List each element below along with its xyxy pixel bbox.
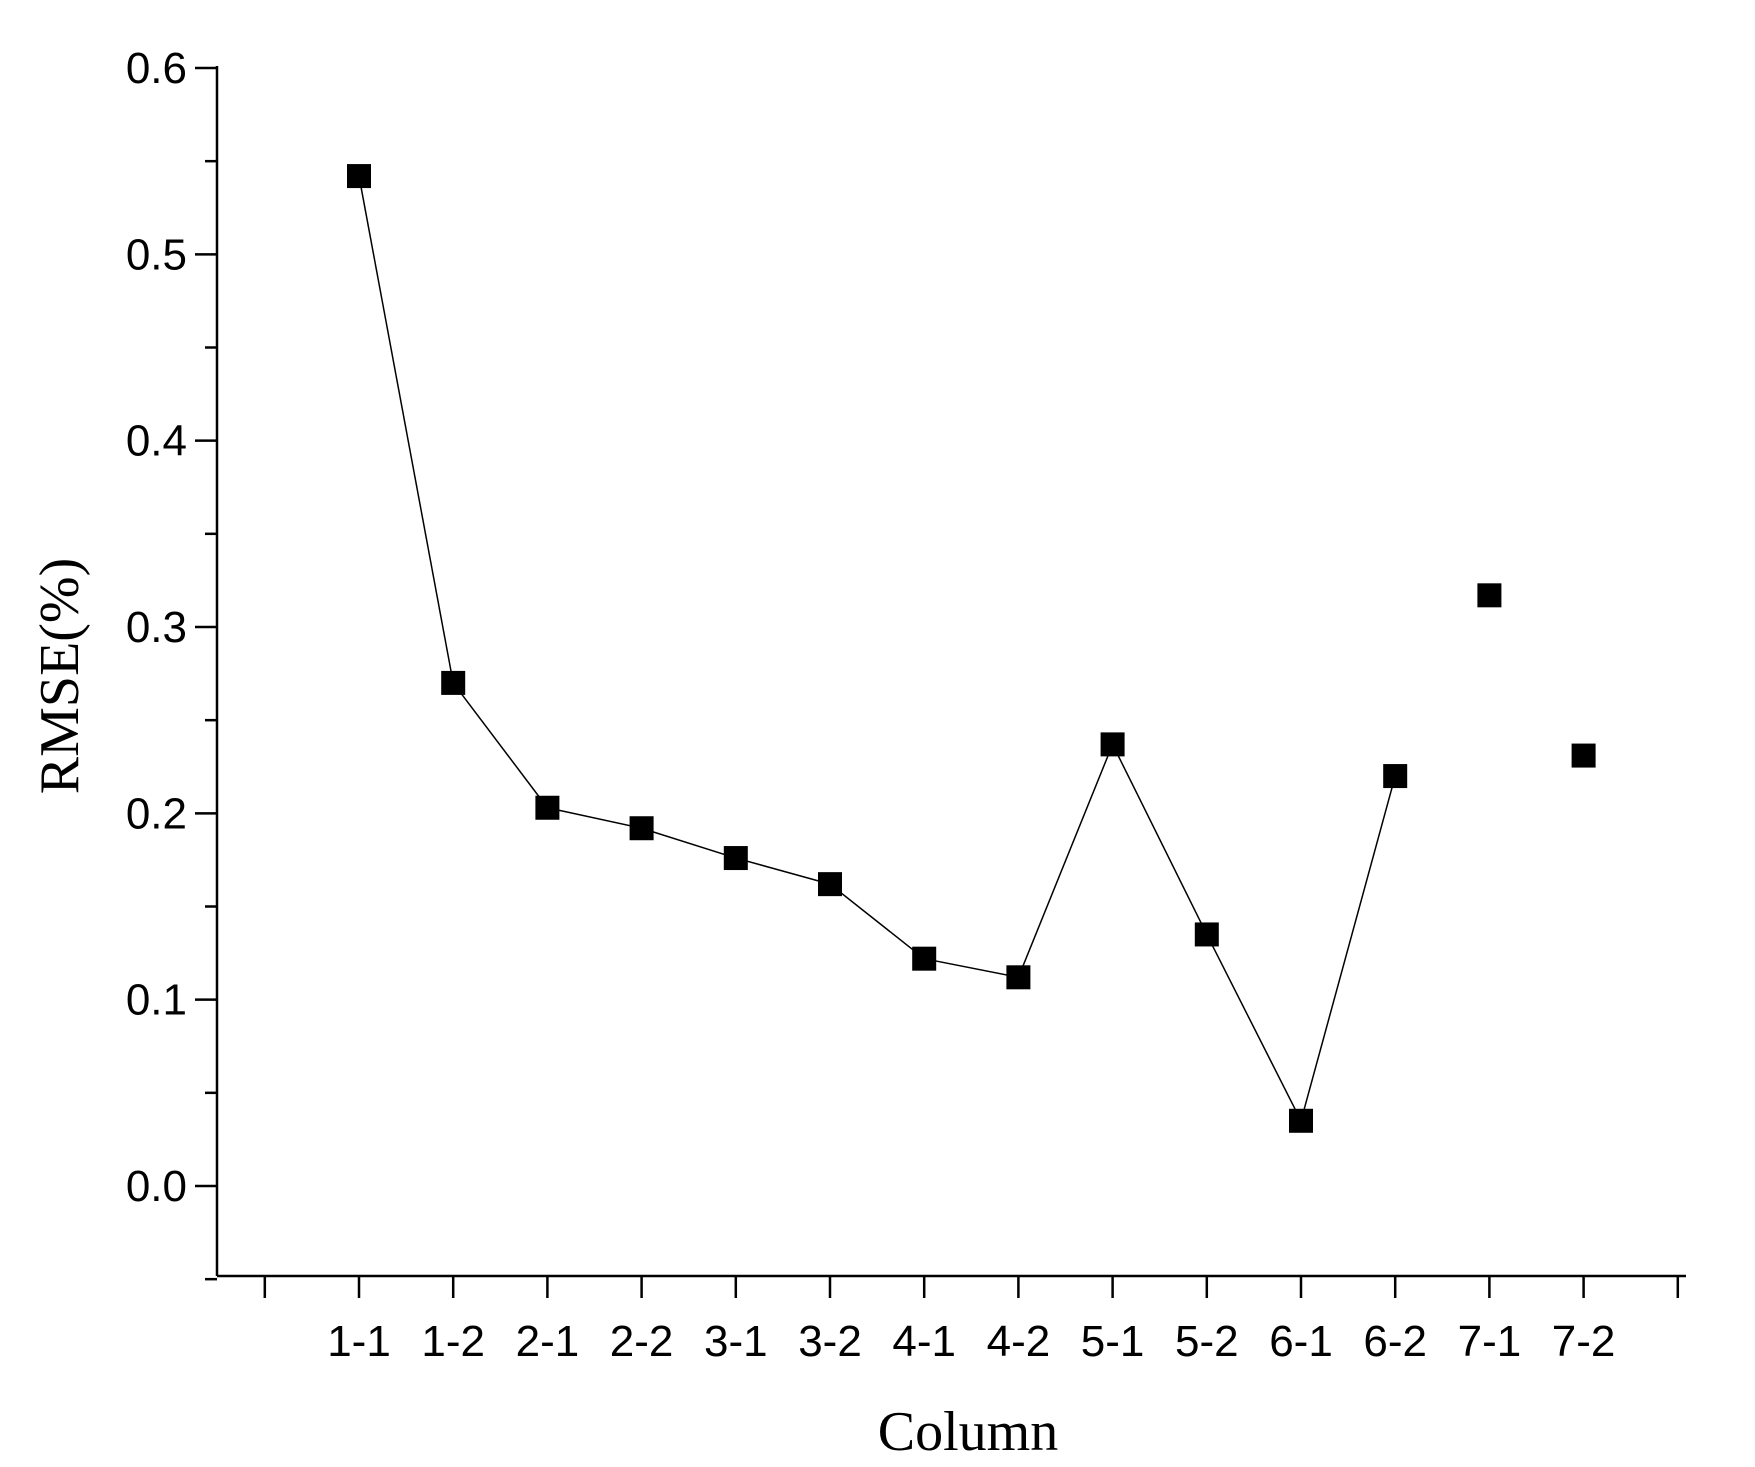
y-tick-label: 0.5 (126, 230, 187, 279)
series-segment (358, 175, 454, 684)
x-tick-label: 1-1 (327, 1317, 391, 1366)
series-segment (735, 857, 831, 885)
x-tick-label: 5-2 (1175, 1317, 1239, 1366)
x-tick-label: 5-1 (1081, 1317, 1145, 1366)
x-tick-label: 2-1 (516, 1317, 580, 1366)
data-point-5-1 (1100, 732, 1125, 757)
series-segment (452, 682, 548, 809)
x-tick-label: 7-1 (1458, 1317, 1522, 1366)
x-tick-label: 2-2 (610, 1317, 674, 1366)
x-tick-label: 7-2 (1552, 1317, 1616, 1366)
series-segment (1300, 775, 1396, 1121)
data-point-1-2 (441, 670, 466, 695)
series-segment (1111, 744, 1208, 935)
x-axis-title: Column (878, 1401, 1058, 1463)
data-point-5-2 (1194, 922, 1219, 947)
y-tick-label: 0.0 (126, 1162, 187, 1211)
y-tick-label: 0.3 (126, 603, 187, 652)
x-tick-label: 1-2 (421, 1317, 485, 1366)
data-point-2-2 (629, 816, 654, 841)
series-segment (924, 957, 1019, 979)
data-point-6-2 (1383, 764, 1408, 789)
data-point-4-2 (1006, 965, 1031, 990)
data-point-4-1 (912, 946, 937, 971)
data-point-3-2 (818, 872, 842, 897)
x-axis: 1-1 1-2 2-1 2-2 3-1 3-2 4-1 4-2 5-1 5-2 6-1 6-2 7-1 7… (217, 1274, 1686, 1366)
x-tick-label: 6-1 (1269, 1317, 1333, 1366)
data-point-1-1 (347, 164, 371, 189)
data-point-7-1 (1477, 583, 1502, 608)
x-tick-label: 6-2 (1363, 1317, 1427, 1366)
x-tick-label: 3-2 (798, 1317, 862, 1366)
series-segment (547, 807, 642, 829)
data-point-3-1 (723, 846, 748, 871)
y-tick-label: 0.4 (126, 417, 187, 466)
y-tick-label: 0.6 (126, 44, 187, 93)
series-segment (829, 883, 925, 960)
series-points (347, 164, 1596, 1133)
y-tick-label: 0.2 (126, 789, 187, 838)
y-axis: 0.0 0.1 0.2 0.3 0.4 0.5 0.6 (126, 44, 219, 1281)
series-segment (1206, 934, 1302, 1122)
series-segment (1017, 744, 1114, 978)
series-segment (641, 827, 737, 859)
x-tick-label: 3-1 (704, 1317, 768, 1366)
y-tick-label: 0.1 (126, 976, 187, 1025)
data-point-6-1 (1289, 1108, 1313, 1133)
x-tick-label: 4-2 (987, 1317, 1051, 1366)
y-axis-title: RMSE(%) (29, 558, 91, 794)
data-point-2-1 (535, 795, 560, 820)
data-point-7-2 (1571, 743, 1596, 768)
x-tick-label: 4-1 (892, 1317, 956, 1366)
series-line (358, 175, 1396, 1122)
